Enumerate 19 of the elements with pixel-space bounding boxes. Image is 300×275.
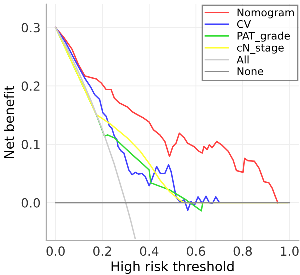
y-tick-label: 0.1 bbox=[22, 140, 40, 150]
y-tick-label: 0.3 bbox=[22, 23, 40, 33]
x-tick-label: 0.4 bbox=[140, 246, 159, 256]
legend-label: cN_stage bbox=[237, 44, 284, 54]
legend-label: PAT_grade bbox=[238, 32, 290, 42]
y-tick-label: 0.2 bbox=[22, 82, 40, 92]
line-series bbox=[55, 27, 136, 240]
x-tick-label: 0.0 bbox=[46, 246, 65, 256]
legend-label: All bbox=[236, 56, 249, 64]
y-axis-title: Net benefit bbox=[4, 86, 14, 158]
legend-label: CV bbox=[237, 20, 252, 28]
x-axis-title: High risk threshold bbox=[112, 261, 234, 274]
x-tick-label: 0.8 bbox=[234, 246, 252, 256]
x-tick-label: 0.2 bbox=[94, 246, 112, 256]
x-tick-label: 1.0 bbox=[281, 246, 299, 256]
y-tick-label: 0.0 bbox=[22, 198, 40, 208]
legend-label: Nomogram bbox=[238, 8, 294, 19]
x-tick-label: 0.6 bbox=[187, 246, 206, 256]
legend-label: None bbox=[238, 68, 264, 76]
